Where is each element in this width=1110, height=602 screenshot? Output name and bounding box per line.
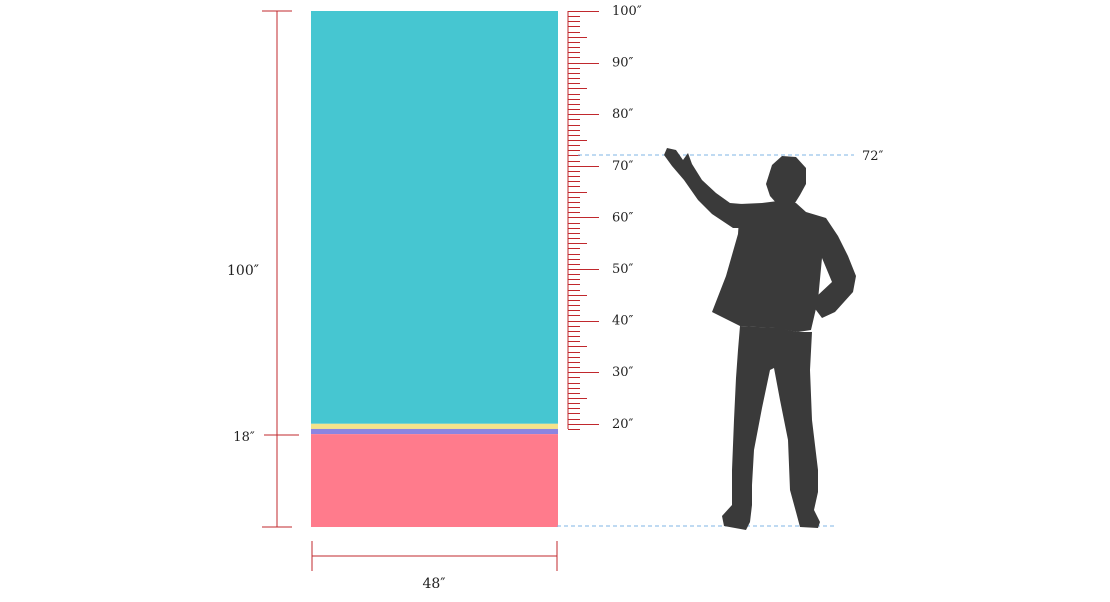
banner-purple-stripe bbox=[311, 428, 558, 435]
head bbox=[766, 156, 806, 205]
ruler-tick-label: 70″ bbox=[612, 159, 634, 174]
height-dimension bbox=[262, 10, 299, 528]
ruler-tick-label: 50″ bbox=[612, 262, 634, 277]
banner bbox=[311, 11, 558, 527]
width-label: 48″ bbox=[422, 576, 445, 592]
banner-main-panel bbox=[311, 11, 558, 424]
height-label: 100″ bbox=[227, 263, 259, 279]
base-height-label: 18″ bbox=[233, 430, 255, 445]
height-ruler: 100″ 90″ 80″ 70″ 60″ 50″ 40″ 30″ 20″ bbox=[567, 4, 642, 432]
ruler-tick-label: 20″ bbox=[612, 417, 634, 432]
ruler-tick-label: 90″ bbox=[612, 56, 634, 71]
person-height-label: 72″ bbox=[862, 149, 884, 164]
ruler-tick-label: 60″ bbox=[612, 210, 634, 225]
ruler-tick-label: 100″ bbox=[612, 4, 642, 19]
ruler-tick-label: 40″ bbox=[612, 314, 634, 329]
raised-arm bbox=[664, 148, 748, 228]
ruler-tick-label: 30″ bbox=[612, 365, 634, 380]
ruler-tick-label: 80″ bbox=[612, 107, 634, 122]
torso bbox=[712, 201, 856, 332]
person-silhouette bbox=[664, 148, 856, 530]
banner-base-panel bbox=[311, 434, 558, 527]
banner-yellow-stripe bbox=[311, 423, 558, 429]
width-dimension bbox=[311, 541, 558, 571]
legs bbox=[722, 326, 820, 530]
